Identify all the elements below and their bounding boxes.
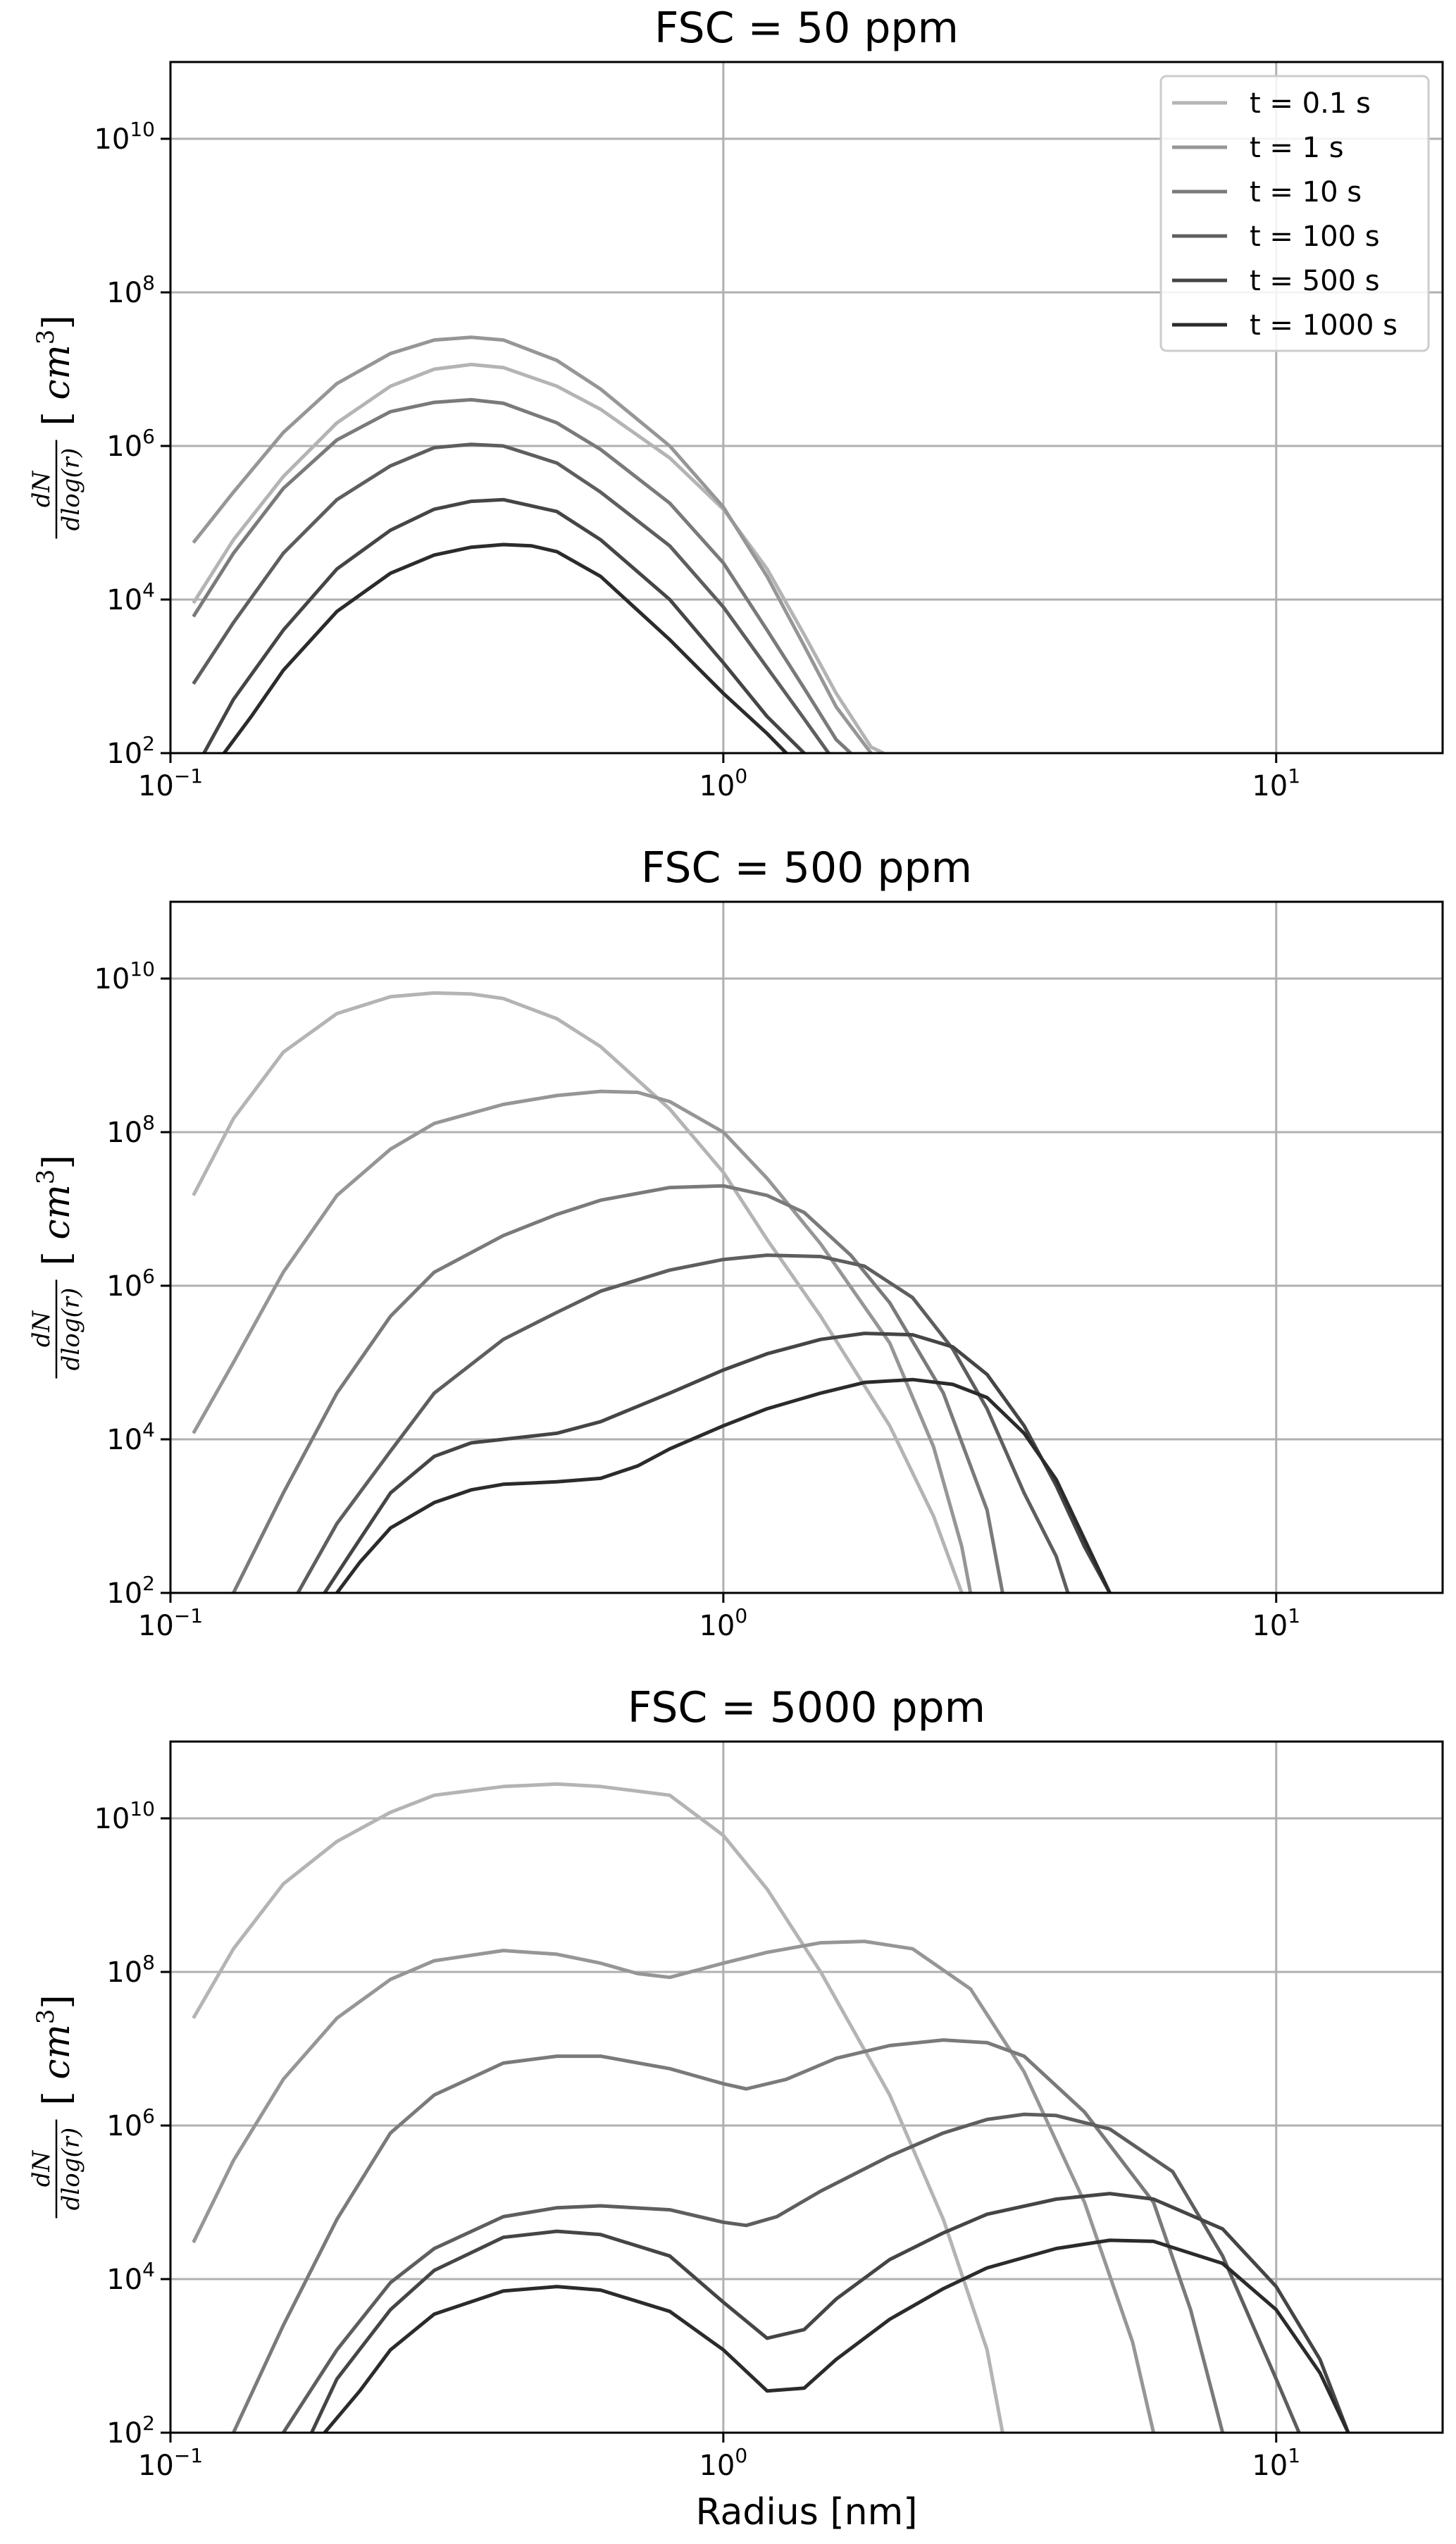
series-line-1 [192, 362, 885, 753]
series-group [192, 335, 885, 753]
legend-entry: t = 1 s [1250, 132, 1344, 164]
chart-title: FSC = 5000 ppm [628, 1683, 985, 1732]
series-line-3 [232, 2038, 1225, 2433]
legend: t = 0.1 s t = 1 s t = 10 s t = 100 s t = 500… [1159, 75, 1430, 352]
panel-2: 10−1 100 101 102 104 106 108 1010 FSC = 500 ppm d… [27, 843, 1444, 1642]
x-tick-label: 100 [699, 1604, 747, 1642]
series-line-6 [323, 2238, 1350, 2433]
legend-entry: t = 0.1 s [1250, 87, 1371, 120]
x-tick-label: 100 [699, 764, 747, 802]
chart-title: FSC = 500 ppm [641, 843, 972, 893]
grid [170, 1742, 1443, 2433]
series-group [192, 1782, 1350, 2433]
series-line-2 [192, 1940, 1156, 2433]
y-tick-label: 1010 [94, 118, 155, 156]
series-line-3 [232, 1184, 1004, 1593]
legend-entry: t = 1000 s [1250, 309, 1398, 342]
y-tick-label: 1010 [94, 1797, 155, 1835]
y-tick-label: 104 [106, 1418, 155, 1456]
axes-frame [169, 1740, 1444, 2434]
legend-entry: t = 10 s [1250, 176, 1362, 209]
series-line-5 [310, 2192, 1350, 2433]
y-label-denominator: dlog(r) [57, 2128, 85, 2211]
y-axis-label: dN dlog(r) [ cm3] [27, 1994, 85, 2219]
x-tick-label: 10−1 [138, 764, 203, 802]
y-label-denominator: dlog(r) [57, 448, 85, 531]
y-label-numerator: dN [27, 1310, 56, 1347]
series-line-4 [282, 2112, 1301, 2433]
x-tick-label: 10−1 [138, 2444, 203, 2482]
y-tick-label: 108 [106, 1951, 155, 1989]
y-label-unit: [ cm3] [32, 315, 78, 426]
series-line-5 [323, 1332, 1112, 1593]
series-line-4 [296, 1253, 1070, 1593]
y-label-numerator: dN [27, 2149, 56, 2187]
x-axis-label: Radius [nm] [695, 2491, 917, 2533]
series-line-6 [223, 542, 788, 753]
series-line-1 [192, 991, 964, 1593]
y-tick-label: 106 [106, 2104, 155, 2142]
y-label-unit: [ cm3] [32, 1155, 78, 1265]
y-label-unit: [ cm3] [32, 1994, 78, 2105]
x-tick-label: 101 [1252, 2444, 1300, 2482]
legend-entry: t = 100 s [1250, 221, 1380, 253]
x-tick-label: 100 [699, 2444, 747, 2482]
y-tick-label: 106 [106, 1265, 155, 1303]
y-tick-label: 102 [106, 1572, 155, 1610]
y-tick-label: 106 [106, 425, 155, 463]
series-line-5 [202, 497, 806, 753]
y-label-denominator: dlog(r) [57, 1288, 85, 1371]
y-tick-label: 108 [106, 1111, 155, 1149]
y-tick-label: 102 [106, 2412, 155, 2450]
axes-frame [169, 900, 1444, 1594]
y-axis: 102 104 106 108 1010 [94, 1797, 170, 2450]
grid [170, 902, 1443, 1593]
panel-1: 10−1 100 101 102 104 106 108 1010 FSC = 50 ppm dN… [27, 4, 1444, 802]
chart-title: FSC = 50 ppm [654, 4, 959, 53]
y-tick-label: 108 [106, 271, 155, 309]
legend-box [1159, 75, 1430, 352]
series-line-3 [192, 397, 852, 753]
y-axis-label: dN dlog(r) [ cm3] [27, 1155, 85, 1379]
series-group [192, 991, 1112, 1593]
y-tick-label: 104 [106, 2258, 155, 2296]
series-line-2 [192, 1089, 973, 1593]
y-axis-label: dN dlog(r) [ cm3] [27, 315, 85, 539]
x-axis: 10−1 100 101 [138, 1593, 1300, 1642]
y-axis: 102 104 106 108 1010 [94, 957, 170, 1610]
y-tick-label: 102 [106, 732, 155, 770]
y-axis: 102 104 106 108 1010 [94, 118, 170, 770]
axes-frame [169, 61, 1444, 755]
series-line-4 [192, 442, 830, 753]
x-axis: 10−1 100 101 [138, 2433, 1300, 2482]
y-tick-label: 104 [106, 578, 155, 616]
panel-3: 10−1 100 101 102 104 106 108 1010 FSC = 5000 ppm… [27, 1683, 1444, 2533]
x-axis: 10−1 100 101 [138, 753, 1300, 802]
series-line-1 [192, 1782, 1004, 2433]
series-line-6 [335, 1377, 1112, 1593]
y-label-numerator: dN [27, 470, 56, 507]
series-line-2 [192, 335, 873, 753]
x-tick-label: 101 [1252, 764, 1300, 802]
x-tick-label: 10−1 [138, 1604, 203, 1642]
x-tick-label: 101 [1252, 1604, 1300, 1642]
y-tick-label: 1010 [94, 957, 155, 995]
legend-entry: t = 500 s [1250, 265, 1380, 297]
